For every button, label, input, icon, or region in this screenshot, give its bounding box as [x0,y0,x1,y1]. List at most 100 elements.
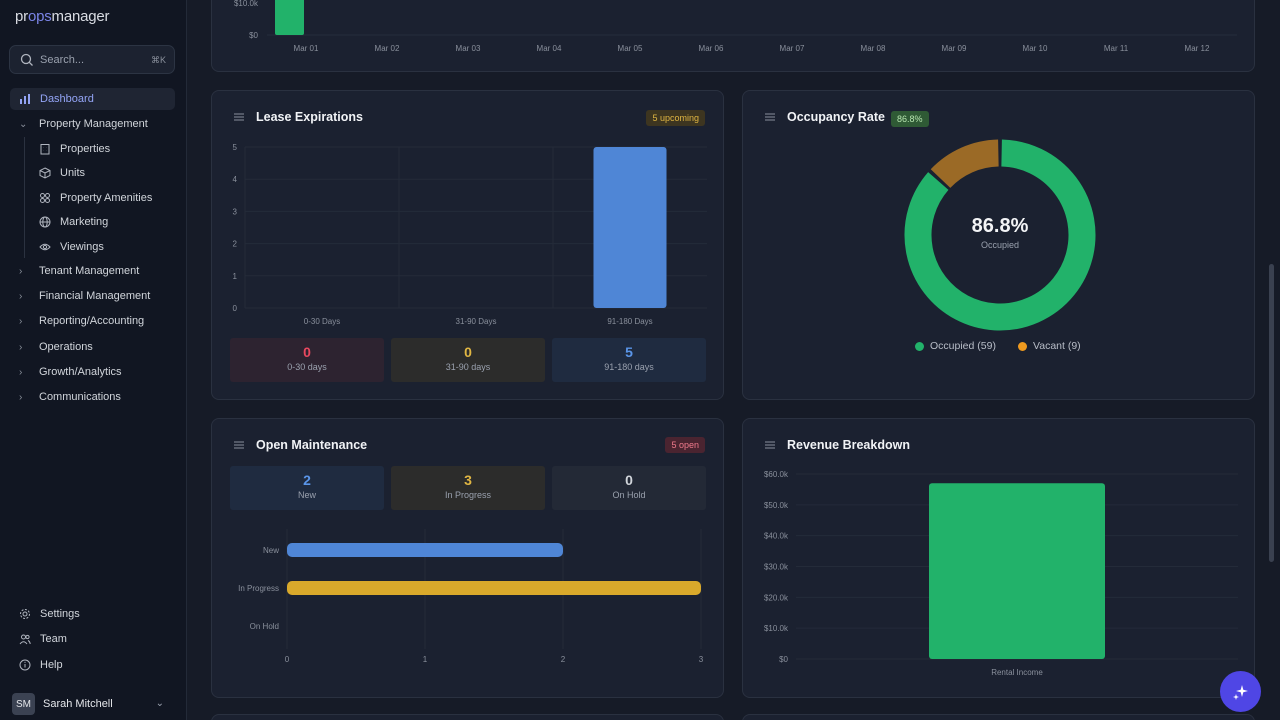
next-card [742,714,1255,720]
donut-slice-vacant[interactable] [930,139,1000,189]
y-tick-label: New [263,546,279,555]
legend-label: Occupied (59) [930,340,996,352]
stat-label: New [297,490,316,500]
revenue-breakdown-card: Revenue Breakdown $0 $10.0k $20.0k $30.0k $4… [742,418,1255,698]
y-tick-label: $60.0k [764,470,789,479]
sidebar-item-property-amenities[interactable]: Property Amenities [30,187,175,209]
chevron-right-icon: › [19,391,23,403]
stat-value: 0 [625,472,633,488]
y-tick-label: $20.0k [764,593,789,602]
chevron-right-icon: › [19,290,23,302]
revenue-trend-chart: $10.0k $0 Mar 01 Mar 02 Mar 03 Mar 04 Mar 05… [234,0,1237,53]
x-tick-label: 0-30 Days [304,317,340,326]
sidebar-item-help[interactable]: Help [10,654,175,676]
chevron-right-icon: › [19,366,23,378]
stat-label: 0-30 days [287,362,327,372]
sidebar-item-label: Dashboard [40,93,94,105]
x-tick-label: Mar 12 [1185,44,1210,53]
drag-handle-icon[interactable] [765,113,775,121]
x-tick-label: Rental Income [991,668,1043,677]
app-logo[interactable]: propsmanager [15,8,110,25]
sidebar-item-properties[interactable]: Properties [30,138,175,160]
sidebar-item-label: Property Amenities [60,192,153,204]
sidebar-item-communications[interactable]: › Communications [10,386,175,408]
sidebar-item-viewings[interactable]: Viewings [30,236,175,258]
stat-31-90-days: 0 31-90 days [391,338,545,382]
stat-label: In Progress [444,490,492,500]
x-tick-label: Mar 03 [456,44,481,53]
y-tick-label: $0 [249,31,258,40]
search-icon [20,53,33,66]
search-shortcut: ⌘K [150,55,166,65]
bar-in-progress[interactable] [287,581,701,595]
revenue-bar[interactable] [275,0,304,35]
card-title: Lease Expirations [256,110,363,124]
x-tick-label: Mar 08 [861,44,886,53]
sidebar-item-marketing[interactable]: Marketing [30,211,175,233]
sidebar-item-settings[interactable]: Settings [10,603,175,625]
drag-handle-icon[interactable] [234,441,244,449]
chevron-right-icon: › [19,341,23,353]
y-tick-label: 5 [233,143,238,152]
card-title: Revenue Breakdown [787,438,910,452]
stat-value: 0 [303,344,311,360]
sidebar-item-financial-management[interactable]: › Financial Management [10,285,175,307]
gear-icon [20,609,30,619]
stat-91-180-days: 5 91-180 days [552,338,706,382]
y-tick-label: 0 [233,304,238,313]
x-tick-label: 31-90 Days [456,317,497,326]
search-input[interactable]: Search... ⌘K [9,45,175,74]
legend-vacant: Vacant (9) [1018,340,1081,352]
y-tick-label: $10.0k [764,624,789,633]
user-menu[interactable]: SM Sarah Mitchell ⌄ [12,693,176,715]
drag-handle-icon[interactable] [765,441,775,449]
bar-rental-income[interactable] [929,483,1105,659]
bar-chart-icon [20,94,30,104]
sidebar-item-label: Property Management [39,118,148,130]
sidebar-item-growth-analytics[interactable]: › Growth/Analytics [10,361,175,383]
cube-icon [39,167,51,179]
globe-icon [39,216,51,228]
sidebar-item-reporting-accounting[interactable]: › Reporting/Accounting [10,310,175,332]
bar-91-180 Days[interactable] [593,147,667,308]
sidebar-item-dashboard[interactable]: Dashboard [10,88,175,110]
x-tick-label: 3 [699,655,704,664]
sidebar-item-label: Team [40,633,67,645]
bar-new[interactable] [287,543,563,557]
x-tick-label: Mar 07 [780,44,805,53]
stat-value: 0 [464,344,472,360]
eye-icon [39,243,51,251]
occupancy-rate-card: Occupancy Rate 86.8% 86.8% Occupied Occu… [742,90,1255,400]
sidebar-item-operations[interactable]: › Operations [10,336,175,358]
lease-expirations-card: Lease Expirations 5 upcoming 0 1 2 3 4 5 0-30 … [211,90,724,400]
stat-value: 5 [625,344,633,360]
ai-assistant-button[interactable] [1220,671,1261,712]
donut-center-value: 86.8% [971,215,1029,237]
building-icon [40,144,50,155]
y-tick-label: $0 [779,655,788,664]
sidebar-item-team[interactable]: Team [10,628,175,650]
maintenance-chart: 0 1 2 3 New In Progress On Hold [238,529,704,664]
y-tick-label: 1 [233,272,238,281]
y-tick-label: 3 [233,207,238,216]
x-tick-label: Mar 06 [699,44,724,53]
users-icon [19,634,31,645]
scrollbar[interactable] [1269,264,1274,562]
drag-handle-icon[interactable] [234,113,244,121]
y-tick-label: On Hold [250,622,279,631]
sidebar-item-label: Units [60,167,86,179]
sidebar-item-units[interactable]: Units [30,162,175,184]
status-badge: 86.8% [891,111,929,127]
x-tick-label: Mar 01 [294,44,319,53]
y-tick-label: $50.0k [764,501,789,510]
chevron-right-icon: › [19,315,23,327]
sidebar-item-label: Growth/Analytics [39,366,122,378]
sidebar-item-tenant-management[interactable]: › Tenant Management [10,260,175,282]
donut-chart [904,139,1096,331]
donut-slice-occupied[interactable] [904,139,1096,331]
next-card [211,714,724,720]
sidebar-item-label: Viewings [60,241,104,253]
x-tick-label: 91-180 Days [607,317,652,326]
sidebar-item-property-management[interactable]: ⌄ Property Management [10,113,175,135]
stat-value: 3 [464,472,472,488]
